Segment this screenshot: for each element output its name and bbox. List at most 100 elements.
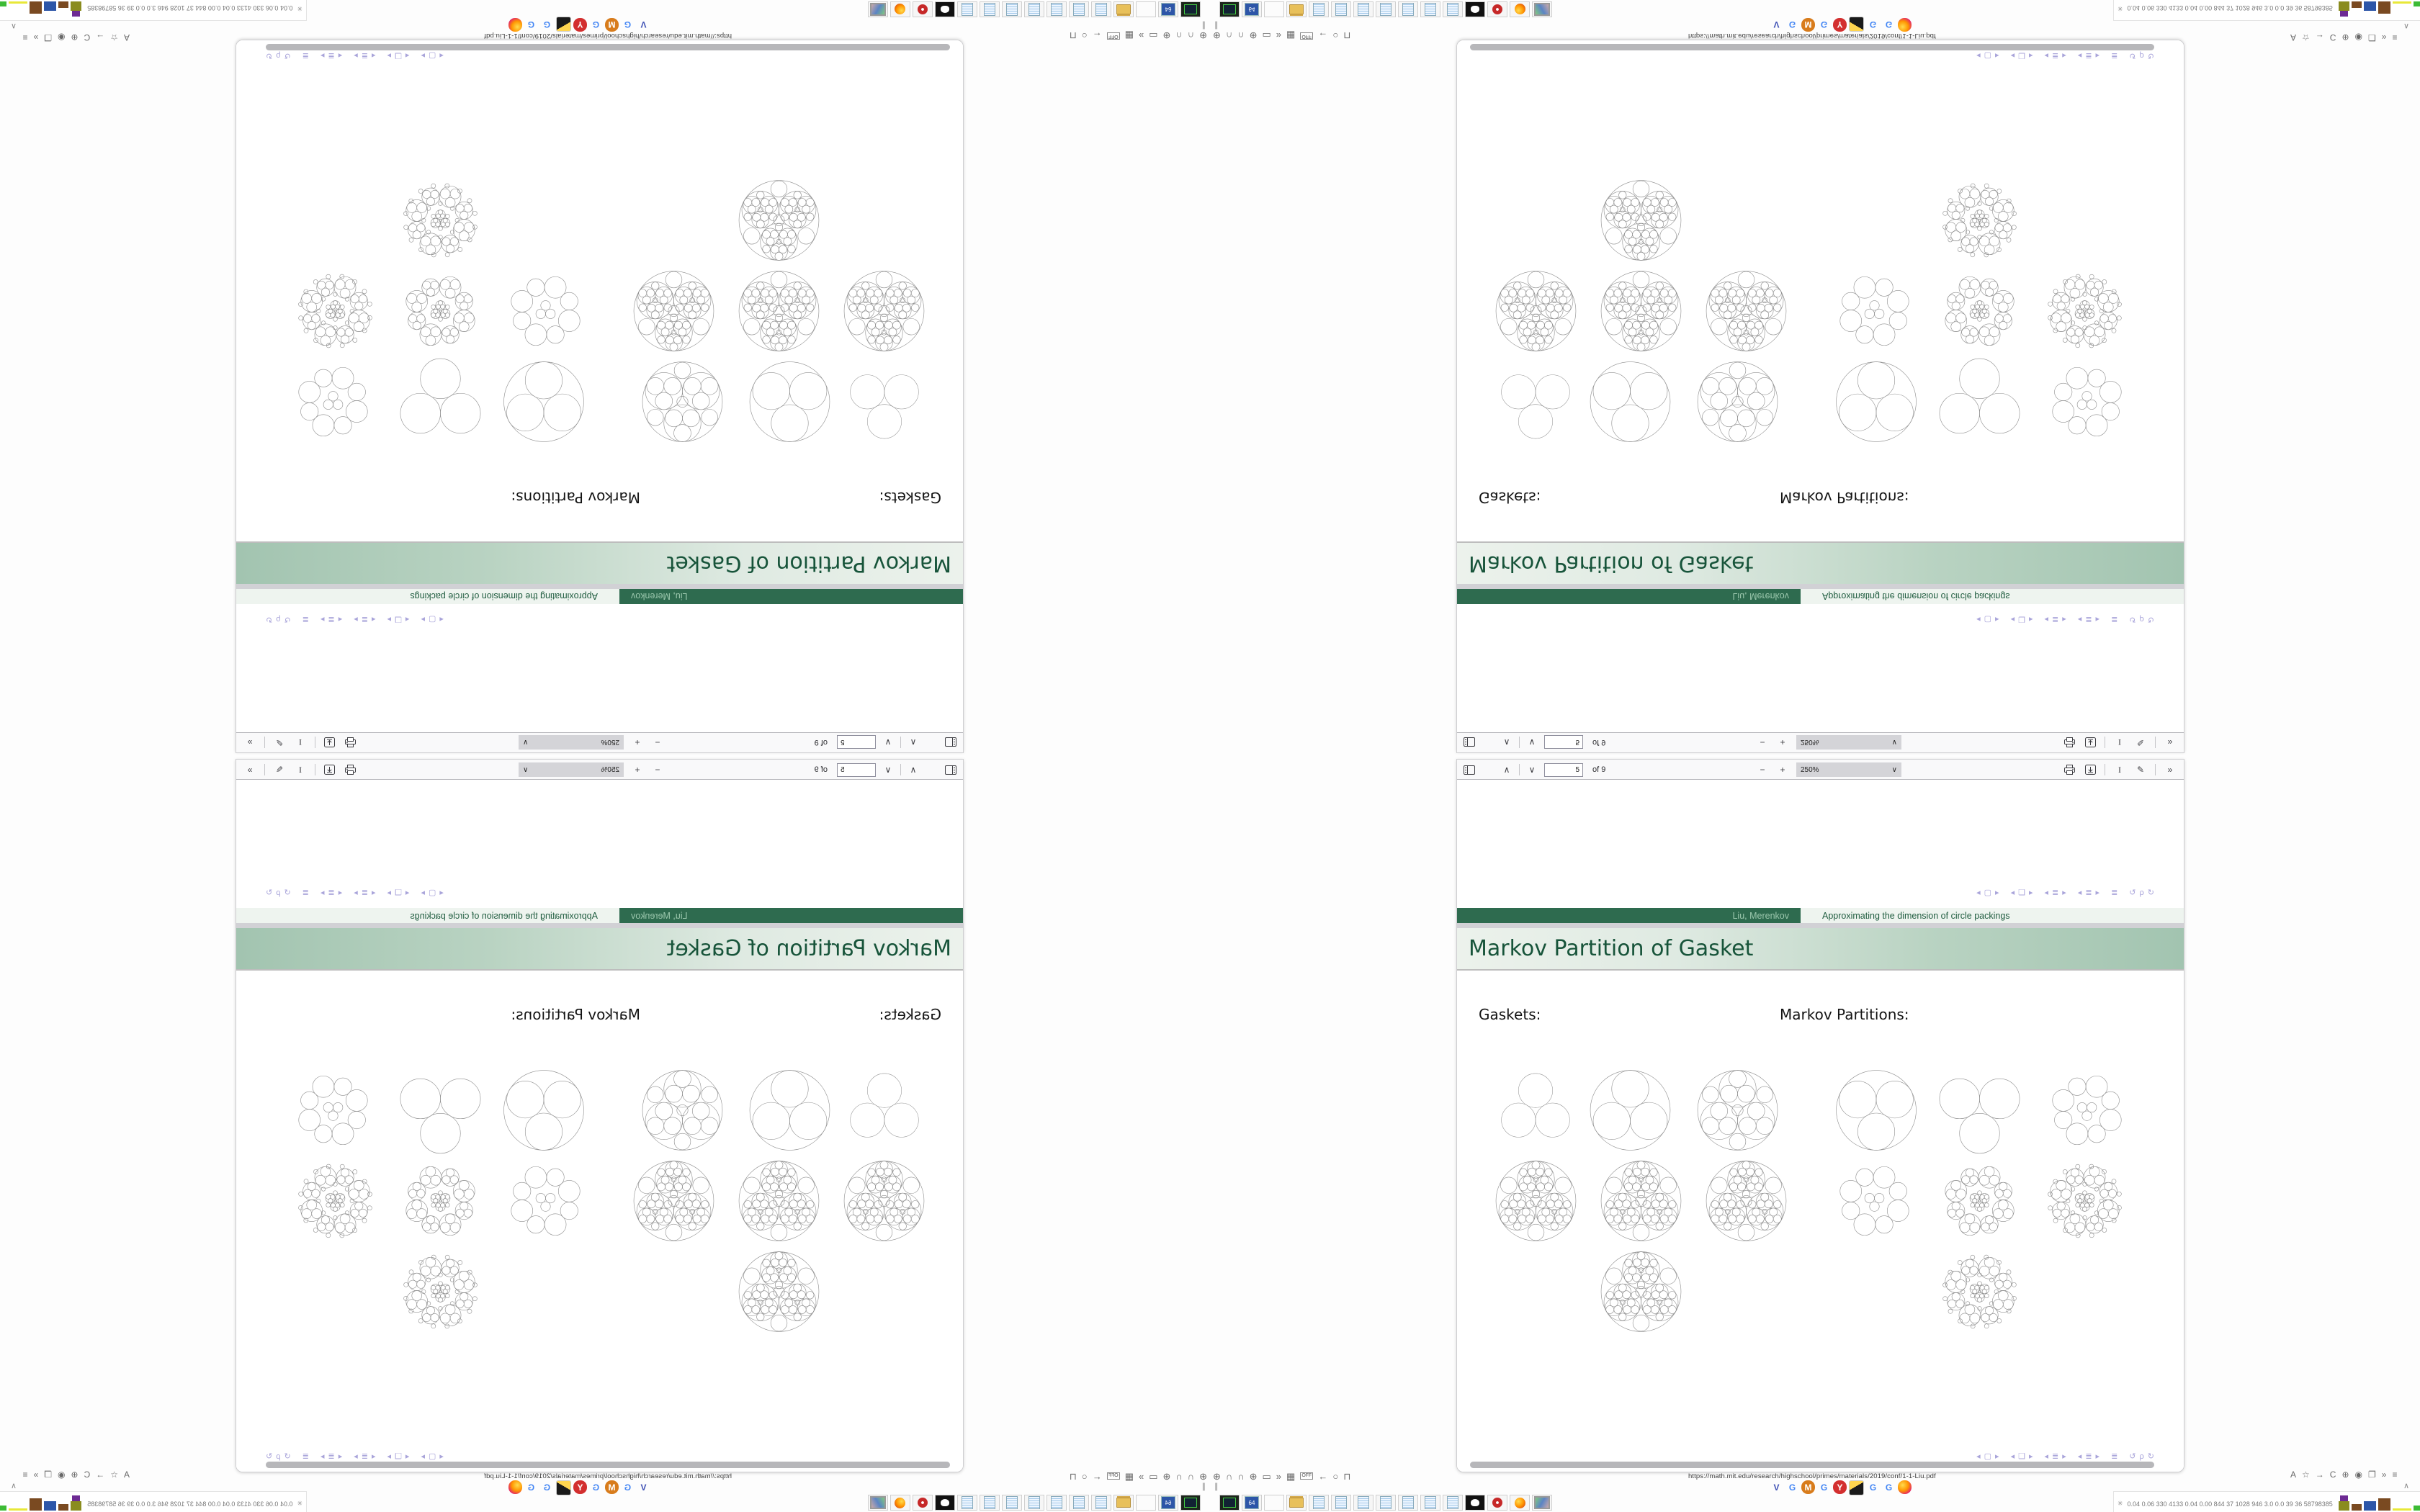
taskbar-app-terminal-icon[interactable] (1180, 1, 1201, 17)
nav-symbol-icon[interactable]: ≣ (328, 615, 335, 624)
red-y-favicon[interactable]: Y (573, 18, 587, 32)
taskbar-app-blank-icon[interactable] (1136, 1, 1156, 17)
bookmark-star-icon[interactable]: ☆ (2302, 1470, 2310, 1480)
globe-icon[interactable]: ⊕ (2341, 1470, 2349, 1480)
nav-symbol-icon[interactable]: ❏ (2018, 51, 2025, 60)
taskbar-app-notepad-icon[interactable] (957, 1, 977, 17)
chevrons-icon[interactable]: » (1138, 30, 1144, 42)
zoom-select[interactable]: 250% ∨ (519, 762, 624, 777)
nav-symbol-icon[interactable]: ↻ (2147, 1452, 2154, 1461)
nav-symbol-group[interactable]: ◂ ≣ ▸ (2078, 51, 2099, 60)
taskbar-app-notepad-icon[interactable] (980, 1495, 1000, 1511)
pdf-content-area[interactable]: ◂ ▢ ▸ ◂ ❏ ▸ ◂ ≣ ▸ ◂ ≣ ▸ ≣ ↺ ρ ↻ Liu, Merenkov Approxima… (236, 40, 963, 732)
nav-symbol-group[interactable]: ◂ ▢ ▸ (421, 888, 443, 897)
chevrons-icon[interactable]: » (1276, 1470, 1282, 1482)
nav-symbol-icon[interactable]: ◂ (2044, 888, 2049, 897)
horizontal-scrollbar[interactable] (266, 1462, 950, 1468)
overflow-icon[interactable]: » (2381, 32, 2387, 42)
globe2-icon[interactable]: ⊕ (1162, 1470, 1171, 1482)
chevrons-icon[interactable]: » (1276, 30, 1282, 42)
lock-icon[interactable]: ⊓ (1343, 1470, 1351, 1482)
nav-symbol-group[interactable]: ◂ ≣ ▸ (354, 1452, 375, 1461)
nav-symbol-icon[interactable]: ▸ (387, 888, 392, 897)
copy-page-icon[interactable]: ❐ (2368, 32, 2376, 42)
photo-favicon[interactable] (1849, 17, 1864, 32)
nav-symbol-group[interactable]: ◂ ≣ ▸ (321, 888, 342, 897)
taskbar-app-display-icon[interactable] (868, 1, 888, 17)
nav-symbol-icon[interactable]: ❏ (395, 1452, 402, 1461)
nav-symbol-group[interactable]: ◂ ≣ ▸ (354, 888, 376, 897)
previous-page-button[interactable]: ∧ (1503, 765, 1510, 775)
overflow-icon[interactable]: » (33, 32, 39, 42)
translate-icon[interactable]: A (2290, 1470, 2297, 1480)
nav-symbol-group[interactable]: ◂ ≣ ▸ (2045, 1453, 2066, 1461)
nav-symbol-icon[interactable]: ▢ (1984, 615, 1992, 624)
folder-icon[interactable]: ▭ (1262, 1470, 1271, 1482)
previous-page-button[interactable]: ∧ (910, 737, 917, 747)
pin-icon[interactable]: ○ (1081, 1470, 1088, 1482)
nav-symbol-icon[interactable]: ▸ (2062, 1452, 2066, 1461)
zoom-in-button[interactable]: + (1780, 737, 1785, 747)
nav-symbol-icon[interactable]: ◂ (1976, 888, 1981, 897)
nav-symbol-icon[interactable]: ▸ (1995, 615, 1999, 624)
taskbar-app-terminal-icon[interactable] (1219, 1495, 1240, 1511)
nav-symbol-icon[interactable]: ◂ (1976, 1452, 1981, 1461)
nav-symbol-icon[interactable]: ❏ (2018, 1452, 2025, 1461)
nav-symbol-icon[interactable]: ▸ (421, 888, 425, 897)
nav-symbol-icon[interactable]: ρ (276, 1452, 281, 1461)
taskbar-app-blank-icon[interactable] (1136, 1495, 1156, 1511)
nav-symbol-icon[interactable]: ◂ (371, 888, 376, 897)
taskbar-app-folder-icon[interactable] (1113, 1495, 1134, 1511)
nav-symbol-icon[interactable]: ◂ (439, 1452, 444, 1461)
headphone-right-icon[interactable]: ∩ (1237, 30, 1245, 42)
taskbar-app-folder-icon[interactable] (1113, 1, 1134, 17)
blue-v-favicon[interactable]: V (640, 19, 647, 30)
menu-icon[interactable]: ≡ (22, 32, 28, 42)
taskbar-app-terminal-icon[interactable] (1219, 1, 1240, 17)
shield-icon[interactable]: ◉ (58, 1470, 66, 1480)
save-download-icon[interactable] (2084, 762, 2097, 777)
taskbar-app-gimp-icon[interactable] (1465, 1495, 1485, 1511)
nav-symbol-group[interactable]: ≣ (2111, 889, 2118, 897)
scroll-up-icon[interactable]: ∧ (10, 22, 17, 30)
horizontal-scrollbar[interactable] (266, 44, 950, 50)
nav-symbol-icon[interactable]: ❏ (395, 615, 402, 624)
headphone-left-icon[interactable]: ∩ (1187, 30, 1195, 42)
nav-symbol-group[interactable]: ◂ ▢ ▸ (421, 1452, 444, 1461)
nav-symbol-group[interactable]: ≣ (302, 1452, 309, 1461)
nav-symbol-icon[interactable]: ≣ (2085, 888, 2092, 897)
nav-symbol-icon[interactable]: ▢ (428, 51, 436, 60)
headphone-left-icon[interactable]: ∩ (1225, 1470, 1233, 1482)
orange-m-favicon[interactable]: M (1801, 18, 1815, 32)
beamer-nav-symbols[interactable]: ◂ ▢ ▸ ◂ ❏ ▸ ◂ ≣ ▸ ◂ ≣ ▸ ≣ ↺ ρ ↻ (1976, 615, 2154, 624)
taskbar-app-notepad-icon[interactable] (1069, 1495, 1089, 1511)
nav-symbol-icon[interactable]: ▸ (2062, 888, 2066, 897)
google-favicon[interactable]: G (624, 1482, 632, 1493)
nav-symbol-group[interactable]: ≣ (2111, 51, 2118, 60)
nav-symbol-icon[interactable]: ↺ (2129, 888, 2136, 897)
nav-symbol-icon[interactable]: ≣ (2085, 1452, 2092, 1461)
taskbar-app-folder-icon[interactable] (1286, 1495, 1307, 1511)
bookmark-star-icon[interactable]: ☆ (2302, 32, 2310, 42)
back-arrow-icon[interactable]: ← (1092, 1470, 1102, 1482)
nav-symbol-icon[interactable]: ▸ (2028, 615, 2033, 624)
bookmark-star-icon[interactable]: ☆ (110, 1470, 118, 1480)
nav-symbol-group[interactable]: ◂ ▢ ▸ (1976, 889, 1999, 897)
chevrons-icon[interactable]: » (1138, 1470, 1144, 1482)
page-number-input[interactable] (837, 735, 876, 750)
menu-icon[interactable]: ≡ (2392, 32, 2398, 42)
nav-symbol-group[interactable]: ↺ ρ ↻ (2129, 1453, 2154, 1461)
nav-symbol-group[interactable]: ◂ ▢ ▸ (1976, 51, 1999, 60)
orange-m-favicon[interactable]: M (1801, 1480, 1815, 1494)
nav-symbol-icon[interactable]: ≣ (2111, 1452, 2118, 1461)
ink-draw-tool-icon[interactable]: ✎ (275, 765, 284, 775)
nav-symbol-icon[interactable]: ↺ (284, 615, 291, 624)
translate-icon[interactable]: A (2290, 32, 2297, 42)
next-page-button[interactable]: ∨ (1528, 737, 1536, 747)
nav-symbol-icon[interactable]: ≣ (2111, 615, 2118, 624)
copy-page-icon[interactable]: ❐ (44, 1470, 52, 1480)
nav-symbol-icon[interactable]: ≣ (2052, 1452, 2059, 1461)
orange-m-favicon[interactable]: M (605, 18, 619, 32)
nav-symbol-icon[interactable]: ▸ (387, 1452, 392, 1461)
globe-icon[interactable]: ⊕ (71, 1470, 79, 1480)
